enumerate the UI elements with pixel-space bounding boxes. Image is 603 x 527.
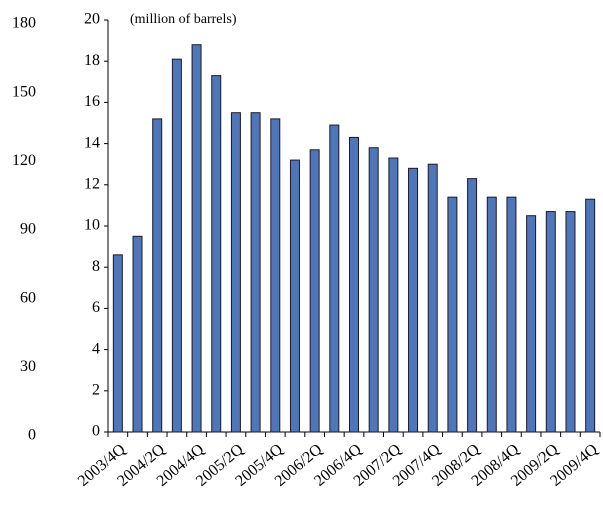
y-tick-label: 0 bbox=[92, 423, 100, 440]
bar bbox=[368, 147, 379, 433]
bar bbox=[152, 118, 163, 433]
y2-tick-label: 30 bbox=[20, 358, 36, 375]
bar bbox=[467, 178, 478, 433]
bar bbox=[388, 157, 399, 433]
y-tick-label: 2 bbox=[92, 381, 100, 398]
bar bbox=[486, 196, 497, 433]
bar bbox=[447, 196, 458, 433]
bar bbox=[585, 198, 596, 433]
bar bbox=[270, 118, 281, 433]
y2-tick-label: 180 bbox=[12, 15, 36, 32]
y-tick-label: 18 bbox=[84, 52, 100, 69]
y-tick-label: 10 bbox=[84, 217, 100, 234]
bar bbox=[506, 196, 517, 433]
bar bbox=[250, 112, 261, 433]
y-tick-label: 14 bbox=[84, 134, 100, 151]
bar bbox=[329, 124, 340, 433]
y2-tick-label: 90 bbox=[20, 221, 36, 238]
bar bbox=[112, 254, 123, 433]
y2-tick-label: 0 bbox=[28, 427, 36, 444]
bar bbox=[427, 163, 438, 433]
bar bbox=[526, 215, 537, 433]
y2-tick-label: 120 bbox=[12, 152, 36, 169]
bar bbox=[132, 235, 143, 433]
bar bbox=[191, 44, 202, 433]
chart-subtitle: (million of barrels) bbox=[130, 12, 237, 27]
y2-tick-label: 150 bbox=[12, 83, 36, 100]
bar bbox=[349, 136, 359, 433]
bar bbox=[545, 211, 556, 433]
y-tick-label: 4 bbox=[92, 340, 100, 357]
bar bbox=[171, 58, 182, 433]
bar bbox=[565, 211, 576, 433]
bar bbox=[408, 167, 419, 433]
bar bbox=[211, 75, 222, 433]
y-tick-label: 8 bbox=[92, 258, 100, 275]
y-tick-label: 12 bbox=[84, 175, 100, 192]
bar bbox=[230, 112, 241, 433]
y-tick-label: 20 bbox=[84, 11, 100, 28]
y-tick-label: 16 bbox=[84, 93, 100, 110]
bar bbox=[309, 149, 320, 433]
y-tick-label: 6 bbox=[92, 299, 100, 316]
y2-tick-label: 60 bbox=[20, 289, 36, 306]
bar bbox=[289, 159, 300, 433]
